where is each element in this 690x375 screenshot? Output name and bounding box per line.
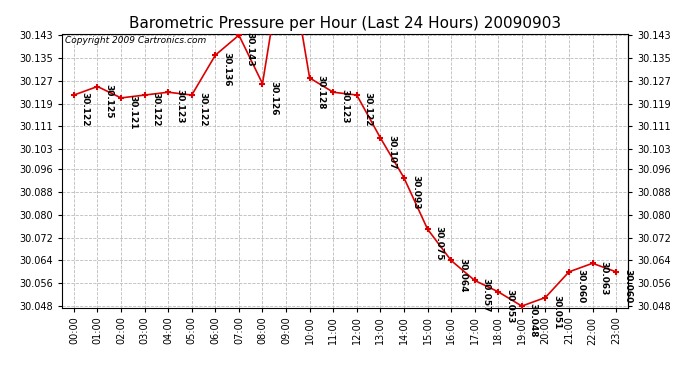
Text: 30.053: 30.053 bbox=[505, 289, 514, 323]
Text: 30.177: 30.177 bbox=[0, 374, 1, 375]
Text: 30.064: 30.064 bbox=[458, 258, 467, 292]
Text: 30.123: 30.123 bbox=[175, 89, 184, 124]
Text: 30.128: 30.128 bbox=[317, 75, 326, 109]
Text: 30.125: 30.125 bbox=[104, 84, 113, 118]
Text: 30.122: 30.122 bbox=[152, 92, 161, 127]
Text: 30.060: 30.060 bbox=[623, 269, 632, 303]
Text: 30.075: 30.075 bbox=[435, 226, 444, 261]
Text: 30.122: 30.122 bbox=[199, 92, 208, 127]
Text: 30.121: 30.121 bbox=[128, 95, 137, 130]
Text: 30.107: 30.107 bbox=[387, 135, 396, 170]
Text: Copyright 2009 Cartronics.com: Copyright 2009 Cartronics.com bbox=[65, 36, 206, 45]
Text: 30.143: 30.143 bbox=[246, 32, 255, 67]
Title: Barometric Pressure per Hour (Last 24 Hours) 20090903: Barometric Pressure per Hour (Last 24 Ho… bbox=[129, 16, 561, 31]
Text: 30.057: 30.057 bbox=[482, 278, 491, 312]
Text: 30.136: 30.136 bbox=[222, 53, 231, 87]
Text: 30.060: 30.060 bbox=[576, 269, 585, 303]
Text: 30.048: 30.048 bbox=[529, 303, 538, 338]
Text: 30.122: 30.122 bbox=[81, 92, 90, 127]
Text: 30.122: 30.122 bbox=[364, 92, 373, 127]
Text: 30.051: 30.051 bbox=[552, 295, 562, 329]
Text: 30.063: 30.063 bbox=[600, 261, 609, 295]
Text: 30.123: 30.123 bbox=[340, 89, 349, 124]
Text: 30.093: 30.093 bbox=[411, 175, 420, 210]
Text: 30.126: 30.126 bbox=[269, 81, 279, 116]
